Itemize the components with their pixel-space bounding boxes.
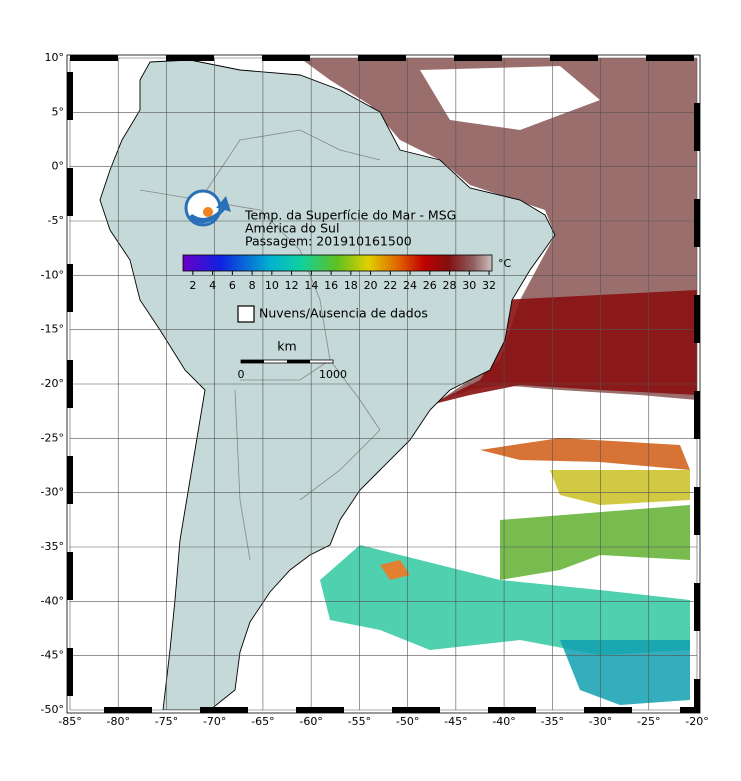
y-tick-label: -20°	[41, 377, 64, 390]
colorbar-tick-label: 30	[462, 279, 476, 292]
y-tick-label: -15°	[41, 323, 64, 336]
colorbar-tick-label: 12	[285, 279, 299, 292]
legend-swatch	[237, 305, 255, 323]
map-frame-outline	[66, 54, 701, 714]
x-tick-label: -20°	[685, 715, 708, 728]
x-tick-label: -85°	[58, 715, 81, 728]
sst-dark-region	[430, 290, 697, 405]
x-tick-label: -65°	[251, 715, 274, 728]
logo	[184, 189, 231, 227]
y-tick-label: 10°	[45, 51, 65, 64]
legend-label: Nuvens/Ausencia de dados	[259, 306, 428, 321]
colorbar-tick-label: 26	[423, 279, 437, 292]
colorbar-tick-label: 16	[324, 279, 338, 292]
colorbar-tick-label: 8	[249, 279, 256, 292]
x-tick-label: -50°	[396, 715, 419, 728]
x-tick-label: -70°	[203, 715, 226, 728]
scale-bar	[240, 359, 334, 364]
y-tick-label: -30°	[41, 486, 64, 499]
sst-south-teal	[560, 640, 690, 705]
y-tick-label: -35°	[41, 540, 64, 553]
y-tick-label: -5°	[48, 214, 64, 227]
colorbar-tick-label: 20	[364, 279, 378, 292]
graticule	[69, 57, 698, 711]
y-tick-label: 5°	[52, 105, 65, 118]
x-tick-label: -45°	[444, 715, 467, 728]
colorbar-tick-label: 28	[443, 279, 457, 292]
sst-south-cyan	[320, 545, 690, 655]
scale-start: 0	[238, 368, 245, 381]
scale-end: 1000	[319, 368, 347, 381]
x-tick-label: -30°	[589, 715, 612, 728]
colorbar-tick-label: 22	[383, 279, 397, 292]
x-tick-label: -80°	[106, 715, 129, 728]
y-tick-label: -25°	[41, 431, 64, 444]
x-tick-label: -40°	[492, 715, 515, 728]
scale-unit: km	[277, 339, 296, 354]
sst-orange-patch	[380, 560, 410, 580]
colorbar-tick-label: 10	[265, 279, 279, 292]
sst-south-orange	[480, 438, 690, 470]
y-tick-label: -40°	[41, 594, 64, 607]
x-tick-label: -55°	[348, 715, 371, 728]
colorbar-tick-label: 6	[229, 279, 236, 292]
x-tick-label: -75°	[155, 715, 178, 728]
y-tick-label: -50°	[41, 703, 64, 716]
x-tick-label: -25°	[637, 715, 660, 728]
colorbar	[182, 254, 493, 272]
colorbar-tick-label: 32	[482, 279, 496, 292]
map-frame	[67, 55, 700, 713]
country-borders	[139, 129, 381, 561]
colorbar-unit: °C	[498, 257, 512, 270]
colorbar-tick-label: 18	[344, 279, 358, 292]
colorbar-tick-label: 2	[189, 279, 196, 292]
y-tick-label: -10°	[41, 268, 64, 281]
colorbar-tick-label: 4	[209, 279, 216, 292]
x-tick-label: -35°	[541, 715, 564, 728]
sst-south-yellow	[550, 470, 690, 505]
colorbar-tick-label: 14	[304, 279, 318, 292]
cloud-gap	[420, 66, 600, 130]
pass-time: Passagem: 201910161500	[245, 234, 412, 249]
region: América do Sul	[245, 221, 339, 236]
colorbar-tick-label: 24	[403, 279, 417, 292]
y-tick-label: -45°	[41, 649, 64, 662]
y-tick-label: 0°	[52, 160, 65, 173]
title: Temp. da Superfície do Mar - MSG	[244, 208, 456, 223]
x-tick-label: -60°	[299, 715, 322, 728]
sst-south-green	[500, 505, 690, 580]
